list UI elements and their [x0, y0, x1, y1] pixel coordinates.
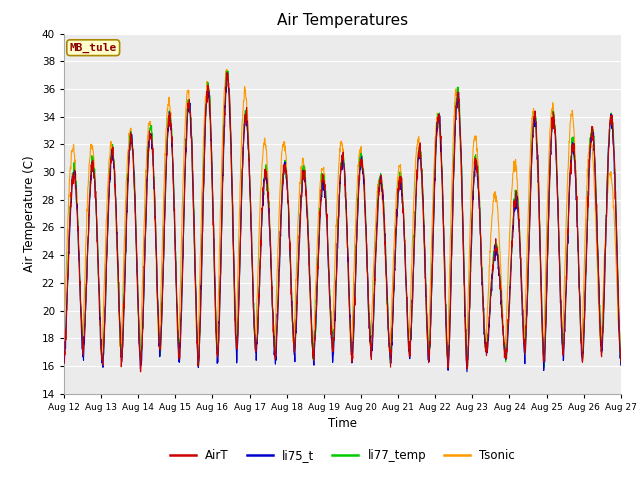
Title: Air Temperatures: Air Temperatures [277, 13, 408, 28]
Legend: AirT, li75_t, li77_temp, Tsonic: AirT, li75_t, li77_temp, Tsonic [165, 444, 520, 467]
Y-axis label: Air Temperature (C): Air Temperature (C) [23, 156, 36, 272]
Text: MB_tule: MB_tule [70, 43, 117, 53]
X-axis label: Time: Time [328, 417, 357, 430]
